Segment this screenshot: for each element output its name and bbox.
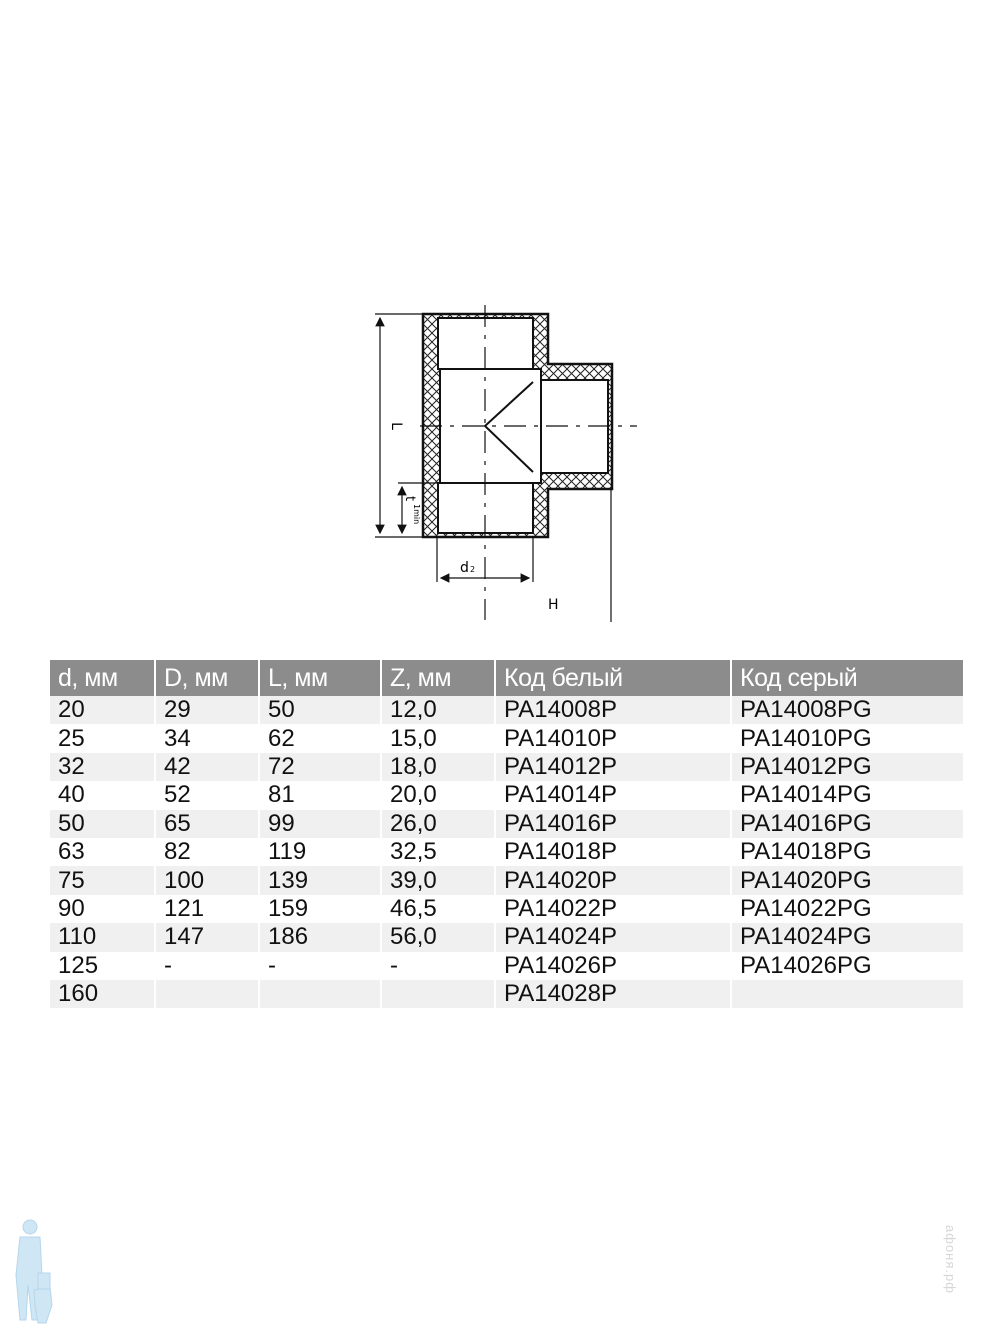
cell-D: 34 <box>164 724 191 752</box>
cell-D: - <box>164 951 172 979</box>
cell-Z <box>382 979 494 1009</box>
cell-code-grey: PA14026PG <box>740 951 872 979</box>
cell-D <box>156 979 258 1009</box>
table-row: 32 42 72 18,0 PA14012P PA14012PG <box>50 752 963 782</box>
plumber-mascot-logo <box>15 1219 53 1324</box>
cell-Z: 18,0 <box>382 752 494 782</box>
cell-Z: 15,0 <box>390 724 437 752</box>
table-row: 25 34 62 15,0 PA14010P PA14010PG <box>50 724 963 752</box>
watermark: афоня.рф <box>943 1225 958 1294</box>
cell-d: 50 <box>50 809 154 838</box>
cell-D: 82 <box>164 838 191 866</box>
label-d-sub: 2 <box>470 565 475 574</box>
tee-fitting-diagram: L t 1min d 2 H <box>375 305 637 622</box>
table-row: 90 121 159 46,5 PA14022P PA14022PG <box>50 895 963 923</box>
cell-L: 139 <box>260 866 380 895</box>
cell-L: 186 <box>260 923 380 952</box>
table-row: 75 100 139 39,0 PA14020P PA14020PG <box>50 866 963 895</box>
cell-code-grey: PA14016PG <box>732 809 963 838</box>
cell-L: 99 <box>260 809 380 838</box>
cell-L: - <box>268 951 276 979</box>
cell-Z: 20,0 <box>390 781 437 809</box>
cell-Z: 12,0 <box>382 696 494 725</box>
cell-d: 32 <box>50 752 154 782</box>
cell-code-white: PA14026P <box>504 951 617 979</box>
cell-D: 147 <box>156 923 258 952</box>
cell-L: 72 <box>260 752 380 782</box>
cell-code-grey: PA14020PG <box>732 866 963 895</box>
cell-Z: 26,0 <box>382 809 494 838</box>
label-t-sub: 1min <box>412 504 421 524</box>
cell-D: 100 <box>156 866 258 895</box>
table-row: 20 29 50 12,0 PA14008P PA14008PG <box>50 696 963 725</box>
cell-code-grey: PA14014PG <box>740 781 872 809</box>
header-code-grey: Код серый <box>732 660 963 696</box>
cell-d: 90 <box>58 894 85 922</box>
cell-Z: 46,5 <box>390 894 437 922</box>
cell-code-grey: PA14022PG <box>740 894 872 922</box>
table-header-row: d, мм D, мм L, мм Z, мм Код белый Код се… <box>50 660 963 696</box>
dimension-lines <box>375 313 612 622</box>
cell-code-white: PA14012P <box>496 752 730 782</box>
cell-Z: 32,5 <box>390 838 437 866</box>
cell-code-white: PA14024P <box>496 923 730 952</box>
cell-d: 75 <box>50 866 154 895</box>
cell-d: 63 <box>58 838 85 866</box>
cell-d: 125 <box>58 951 99 979</box>
label-H: H <box>548 597 559 613</box>
cell-code-white: PA14008P <box>496 696 730 725</box>
cell-code-white: PA14010P <box>504 724 617 752</box>
cell-code-grey: PA14024PG <box>732 923 963 952</box>
header-Z: Z, мм <box>382 660 494 696</box>
cell-L: 50 <box>260 696 380 725</box>
label-L: L <box>388 422 404 430</box>
cell-code-white: PA14022P <box>504 894 617 922</box>
header-D: D, мм <box>156 660 258 696</box>
cell-L <box>260 979 380 1009</box>
cell-d: 110 <box>50 923 154 952</box>
cell-d: 20 <box>50 696 154 725</box>
label-d: d <box>460 560 469 576</box>
table-row: 50 65 99 26,0 PA14016P PA14016PG <box>50 809 963 838</box>
cell-L: 62 <box>268 724 295 752</box>
table-row: 125 - - - PA14026P PA14026PG <box>50 952 963 980</box>
header-d: d, мм <box>50 660 154 696</box>
header-L: L, мм <box>260 660 380 696</box>
cell-Z: 39,0 <box>382 866 494 895</box>
header-code-white: Код белый <box>496 660 730 696</box>
cell-D: 65 <box>156 809 258 838</box>
center-lines <box>420 305 637 620</box>
cell-code-grey: PA14010PG <box>740 724 872 752</box>
cell-L: 81 <box>268 781 295 809</box>
cell-code-white: PA14018P <box>504 838 617 866</box>
label-t: t <box>402 496 417 501</box>
cell-code-grey: PA14012PG <box>732 752 963 782</box>
table-row: 63 82 119 32,5 PA14018P PA14018PG <box>50 838 963 866</box>
cell-d: 40 <box>58 781 85 809</box>
cell-d: 25 <box>58 724 85 752</box>
cell-d: 160 <box>50 979 154 1009</box>
cell-L: 119 <box>268 838 307 866</box>
cell-code-grey <box>732 979 963 1009</box>
cell-D: 52 <box>164 781 191 809</box>
cell-D: 29 <box>156 696 258 725</box>
table-row: 40 52 81 20,0 PA14014P PA14014PG <box>50 781 963 809</box>
cell-Z: 56,0 <box>382 923 494 952</box>
cell-Z: - <box>390 951 398 979</box>
cell-code-white: PA14028P <box>496 979 730 1009</box>
table-row: 110 147 186 56,0 PA14024P PA14024PG <box>50 923 963 952</box>
dimensions-table: d, мм D, мм L, мм Z, мм Код белый Код се… <box>48 660 965 1009</box>
cell-D: 121 <box>164 894 205 922</box>
cell-L: 159 <box>268 894 309 922</box>
cell-code-white: PA14014P <box>504 781 617 809</box>
table-row: 160 PA14028P <box>50 979 963 1009</box>
cell-code-white: PA14016P <box>496 809 730 838</box>
cell-D: 42 <box>156 752 258 782</box>
cell-code-grey: PA14018PG <box>740 838 872 866</box>
cell-code-white: PA14020P <box>496 866 730 895</box>
cell-code-grey: PA14008PG <box>732 696 963 725</box>
